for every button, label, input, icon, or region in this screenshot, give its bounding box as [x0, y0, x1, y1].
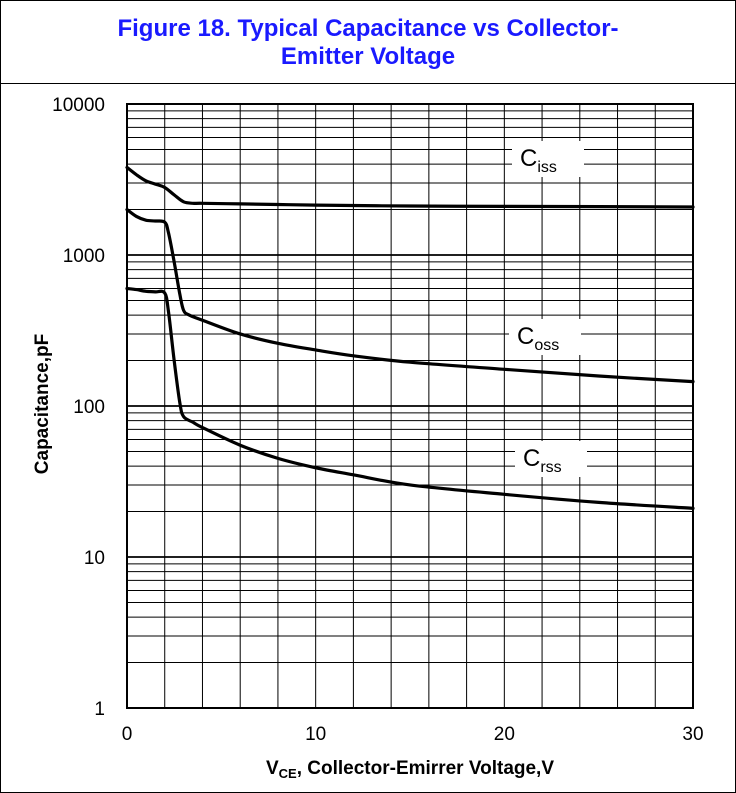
series-label-subscript: rss	[540, 459, 561, 476]
series-label-background	[512, 141, 584, 177]
series-label-background	[515, 441, 587, 477]
title-bar: Figure 18. Typical Capacitance vs Collec…	[1, 1, 735, 84]
x-tick-label: 30	[682, 724, 703, 745]
series-label-main: C	[520, 145, 537, 172]
x-axis-label-subscript: CE	[279, 766, 297, 781]
x-axis-label: VCE, Collector-Emirrer Voltage,V	[266, 758, 554, 781]
series-label-subscript: oss	[534, 337, 559, 354]
y-tick-label: 10	[84, 548, 105, 569]
x-axis-label-main: V	[266, 758, 279, 779]
y-tick-label: 10000	[52, 95, 105, 116]
series-lines	[125, 165, 695, 510]
series-label-main: C	[517, 323, 534, 350]
y-axis-label: Capacitance,pF	[32, 334, 53, 474]
series-label-text: Coss	[517, 323, 559, 354]
series-label-coss: Coss	[509, 319, 581, 355]
series-label-subscript: iss	[537, 159, 557, 176]
x-tick-label: 20	[494, 724, 515, 745]
series-line-crss	[125, 286, 695, 510]
series-label-background	[509, 319, 581, 355]
series-line-ciss	[125, 165, 695, 209]
x-tick-label: 10	[305, 724, 326, 745]
plot-area-border	[126, 103, 694, 709]
figure-title: Figure 18. Typical Capacitance vs Collec…	[117, 15, 619, 70]
x-axis-label-rest: , Collector-Emirrer Voltage,V	[297, 758, 555, 779]
series-label-main: C	[523, 445, 540, 472]
series-label-crss: Crss	[515, 441, 587, 477]
series-label-text: Ciss	[520, 145, 557, 176]
grid	[126, 103, 694, 709]
y-tick-label: 1000	[63, 246, 105, 267]
tick-labels: 0 10 20 30 1 10 100 1000 10000	[52, 95, 703, 745]
series-label-text: Crss	[523, 445, 562, 476]
y-tick-label: 1	[94, 699, 105, 720]
y-tick-label: 100	[73, 397, 105, 418]
series-label-ciss: Ciss	[512, 141, 584, 177]
series-line-coss	[125, 207, 695, 384]
x-tick-label: 0	[122, 724, 133, 745]
